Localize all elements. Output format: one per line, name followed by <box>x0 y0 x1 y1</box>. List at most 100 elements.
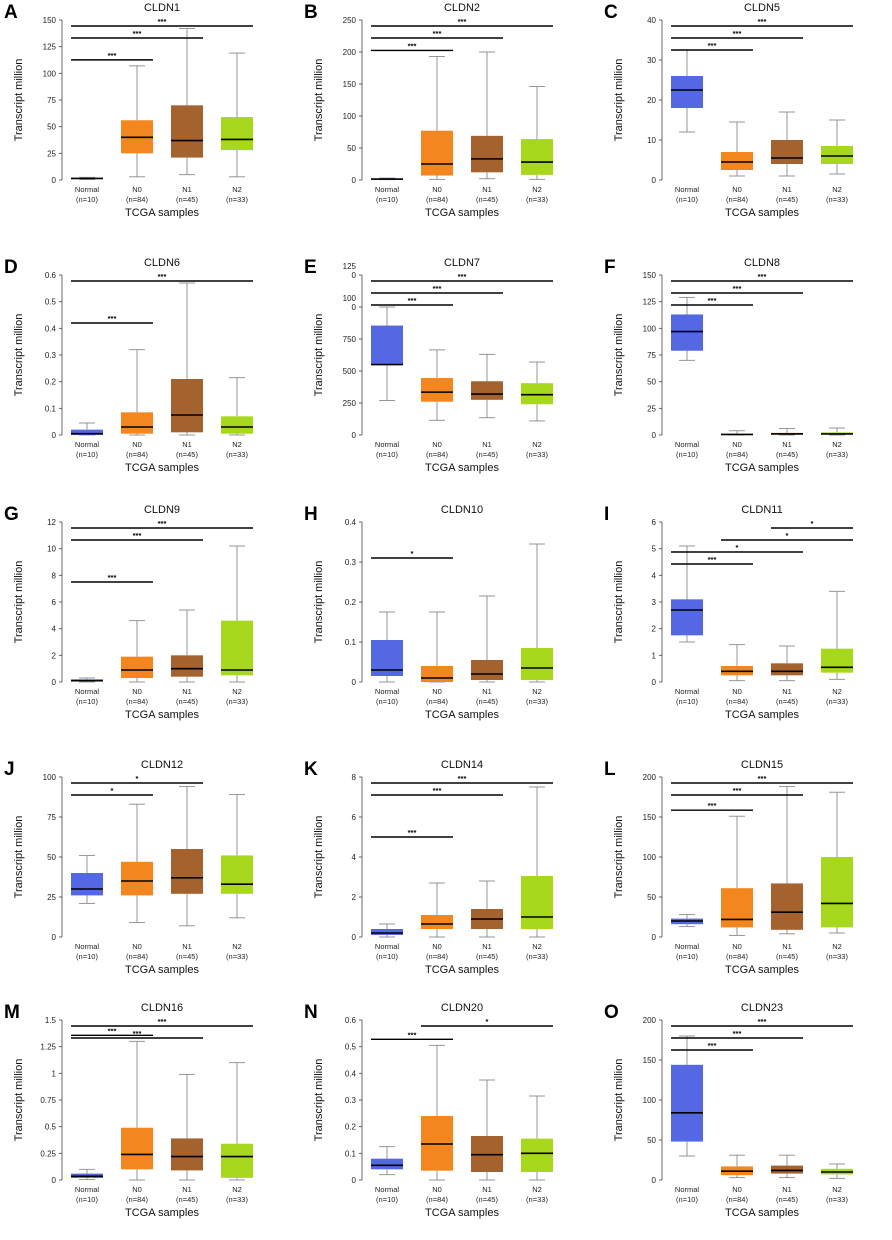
category-count: (n=33) <box>526 195 548 204</box>
y-axis-label: Transcript million <box>613 314 625 397</box>
y-tick-label: 125 0 <box>343 262 357 280</box>
y-tick-label: 50 <box>47 123 56 132</box>
y-tick-label: 0.3 <box>345 1096 357 1105</box>
chart-panel-b: B CLDN2 0 50 100 150 200 250 Transcript million N… <box>304 2 553 219</box>
box-n0 <box>421 378 453 402</box>
y-tick-label: 1 <box>652 651 657 660</box>
category-label: N1 <box>482 942 492 951</box>
box-n1 <box>771 663 803 676</box>
y-tick-label: 2 <box>352 893 357 902</box>
category-count: (n=45) <box>776 952 798 961</box>
y-tick-label: 6 <box>652 518 657 527</box>
category-count: (n=45) <box>476 1195 498 1204</box>
x-axis-label: TCGA samples <box>725 207 799 219</box>
y-tick-label: 0 <box>352 1176 357 1185</box>
category-label: N0 <box>732 1185 742 1194</box>
chart-panel-n: N CLDN20 0 0.1 0.2 0.3 0.4 0.5 0.6 Transcript mil… <box>304 1002 553 1219</box>
y-tick-label: 40 <box>647 16 656 25</box>
category-count: (n=10) <box>376 697 398 706</box>
x-axis-label: TCGA samples <box>125 207 199 219</box>
significance-label: *** <box>733 284 742 293</box>
category-count: (n=33) <box>826 952 848 961</box>
category-count: (n=33) <box>526 697 548 706</box>
y-tick-label: 75 <box>47 813 56 822</box>
y-axis-label: Transcript million <box>613 816 625 899</box>
panel-label: O <box>604 1002 619 1023</box>
category-count: (n=33) <box>826 1195 848 1204</box>
y-tick-label: 8 <box>52 571 57 580</box>
y-tick-label: 4 <box>52 625 57 634</box>
y-tick-label: 100 0 <box>343 294 357 312</box>
significance-label: * <box>486 1017 489 1026</box>
significance-label: *** <box>433 29 442 38</box>
significance-label: *** <box>758 1017 767 1026</box>
category-label: N0 <box>732 440 742 449</box>
panel-label: H <box>304 504 318 525</box>
box-normal <box>71 873 103 896</box>
category-label: N0 <box>432 185 442 194</box>
category-label: Normal <box>75 942 100 951</box>
box-n1 <box>171 1138 203 1171</box>
chart-panel-j: J CLDN12 0 25 50 75 100 Transcript million Norma… <box>4 759 253 976</box>
category-count: (n=10) <box>76 450 98 459</box>
y-tick-label: 25 <box>47 893 56 902</box>
y-tick-label: 150 <box>343 80 357 89</box>
significance-label: *** <box>733 29 742 38</box>
category-count: (n=45) <box>476 195 498 204</box>
y-axis-label: Transcript million <box>313 561 325 644</box>
category-label: Normal <box>75 687 100 696</box>
y-tick-label: 0 <box>52 431 57 440</box>
category-count: (n=45) <box>776 697 798 706</box>
y-tick-label: 250 <box>343 399 357 408</box>
category-count: (n=45) <box>476 952 498 961</box>
category-label: N2 <box>532 185 542 194</box>
y-tick-label: 3 <box>652 598 657 607</box>
y-tick-label: 0.5 <box>345 1043 357 1052</box>
y-tick-label: 0 <box>52 933 57 942</box>
category-count: (n=84) <box>126 450 148 459</box>
significance-label: *** <box>108 314 117 323</box>
category-label: N0 <box>132 942 142 951</box>
significance-label: *** <box>733 786 742 795</box>
y-tick-label: 0.5 <box>45 298 57 307</box>
category-label: N1 <box>782 1185 792 1194</box>
y-tick-label: 1.5 <box>45 1016 57 1025</box>
box-normal <box>671 1064 703 1142</box>
category-count: (n=84) <box>126 952 148 961</box>
significance-label: *** <box>108 51 117 60</box>
chart-title: CLDN12 <box>141 759 183 771</box>
significance-label: *** <box>708 801 717 810</box>
y-tick-label: 0.5 <box>45 1123 57 1132</box>
significance-label: * <box>136 774 139 783</box>
category-label: N2 <box>832 687 842 696</box>
box-n2 <box>821 857 853 928</box>
category-count: (n=10) <box>376 450 398 459</box>
y-tick-label: 25 <box>647 404 656 413</box>
category-label: N2 <box>232 687 242 696</box>
chart-panel-e: E CLDN7 0 250 500 750 100 0 125 0 Transcript milli… <box>304 257 553 474</box>
box-n1 <box>471 135 503 173</box>
y-tick-label: 100 <box>643 853 657 862</box>
y-tick-label: 0.1 <box>345 1149 357 1158</box>
category-count: (n=45) <box>176 1195 198 1204</box>
significance-label: * <box>111 786 114 795</box>
significance-label: *** <box>158 17 167 26</box>
chart-title: CLDN9 <box>144 504 180 516</box>
y-tick-label: 125 <box>643 298 657 307</box>
x-axis-label: TCGA samples <box>125 964 199 976</box>
y-tick-label: 2 <box>52 651 57 660</box>
box-n2 <box>821 648 853 673</box>
category-count: (n=10) <box>676 952 698 961</box>
y-tick-label: 0.1 <box>345 638 357 647</box>
chart-title: CLDN6 <box>144 257 180 269</box>
category-count: (n=84) <box>426 1195 448 1204</box>
box-normal <box>371 929 403 935</box>
category-label: N0 <box>132 185 142 194</box>
significance-label: *** <box>108 1026 117 1035</box>
x-axis-label: TCGA samples <box>725 964 799 976</box>
category-label: Normal <box>375 1185 400 1194</box>
category-label: N1 <box>182 1185 192 1194</box>
significance-label: *** <box>708 555 717 564</box>
